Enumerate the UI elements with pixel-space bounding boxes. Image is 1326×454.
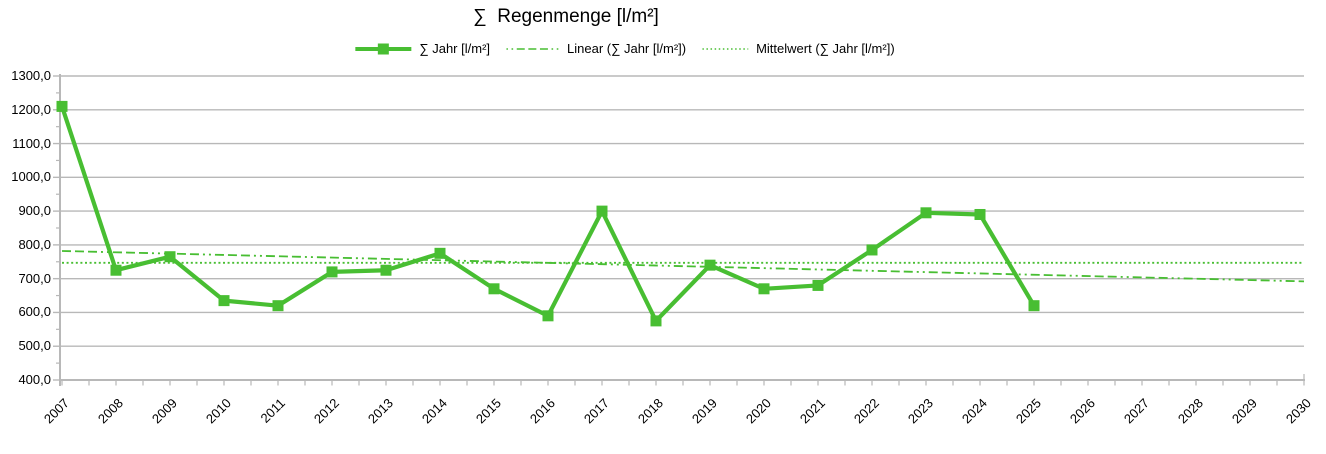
data-point-marker [704, 259, 716, 271]
legend-item-linear: Linear (∑ Jahr [l/m²]) [506, 41, 686, 56]
data-point-marker [110, 264, 122, 276]
data-point-marker [434, 247, 446, 259]
y-axis-tick-label: 700,0 [18, 270, 51, 286]
legend-dotted-line-icon [702, 47, 749, 50]
y-axis-tick-label: 800,0 [18, 236, 51, 252]
data-point-marker [596, 205, 608, 217]
legend: ∑ Jahr [l/m²] Linear (∑ Jahr [l/m²]) Mit… [355, 41, 895, 56]
data-point-marker [272, 300, 284, 312]
data-point-marker [812, 279, 824, 291]
data-point-marker [542, 310, 554, 322]
y-axis-tick-label: 400,0 [18, 372, 51, 387]
data-point-marker [758, 283, 770, 295]
data-point-marker [650, 315, 662, 327]
data-point-marker [866, 244, 878, 256]
data-point-marker [164, 251, 176, 263]
data-point-marker [380, 264, 392, 276]
trend-line-linear [61, 250, 1305, 283]
y-axis-tick-label: 1200,0 [11, 101, 51, 117]
data-point-marker [974, 208, 986, 220]
chart-title: ∑ Regenmenge [l/m²] [473, 6, 659, 27]
y-axis-tick-label: 600,0 [18, 304, 51, 320]
data-point-marker [218, 295, 230, 307]
legend-square-marker-icon [377, 43, 389, 54]
data-point-marker [56, 100, 68, 112]
legend-line-sample-sum-jahr [355, 43, 412, 54]
legend-dash-dot-line-icon [506, 47, 560, 50]
y-axis-tick-label: 900,0 [18, 203, 51, 219]
data-point-marker [1028, 300, 1040, 312]
y-axis-tick-label: 1100,0 [12, 135, 51, 151]
data-point-marker [488, 283, 500, 295]
legend-label-sum-jahr: ∑ Jahr [l/m²] [419, 41, 491, 56]
legend-item-sum-jahr: ∑ Jahr [l/m²] [355, 41, 490, 56]
legend-label-mittelwert: Mittelwert (∑ Jahr [l/m²]) [756, 41, 895, 56]
legend-item-mittelwert: Mittelwert (∑ Jahr [l/m²]) [702, 41, 895, 56]
legend-label-linear: Linear (∑ Jahr [l/m²]) [567, 41, 687, 56]
data-point-marker [920, 207, 932, 219]
y-axis-tick-label: 500,0 [18, 338, 51, 354]
series-line [59, 104, 1037, 323]
y-axis-tick-label: 1300,0 [11, 68, 51, 83]
y-axis-tick-label: 1000,0 [11, 169, 51, 185]
data-point-marker [326, 266, 338, 278]
